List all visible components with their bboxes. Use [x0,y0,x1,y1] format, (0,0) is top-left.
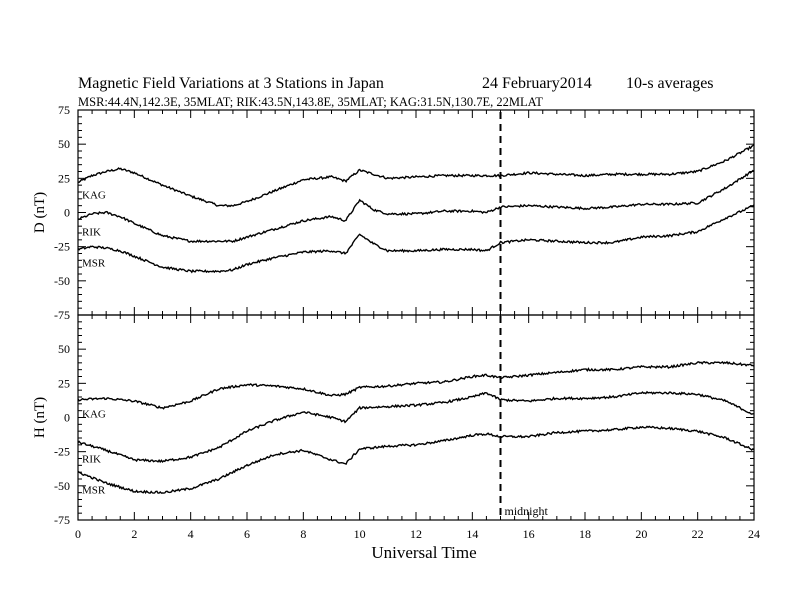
series-line-kag [77,360,755,410]
stations-line: MSR:44.4N,142.3E, 35MLAT; RIK:43.5N,143.… [78,95,543,109]
figure-title: Magnetic Field Variations at 3 Stations … [78,75,384,92]
y-tick-label: -75 [54,513,70,527]
series-label-kag: KAG [82,408,106,420]
series-line-rik [77,169,755,244]
series-label-msr: MSR [82,484,106,496]
series-label-kag: KAG [82,189,106,201]
y-tick-label: 50 [58,137,70,151]
panel-d: -75 -50 -25 0 25 50 75 D (nT) KAG RIK MSR [32,103,755,322]
y-tick-label: 75 [58,103,70,117]
x-tick-label: 20 [635,527,647,541]
y-tick-label: 25 [58,171,70,185]
x-tick-label: 4 [188,527,194,541]
y-axis-label: H (nT) [32,397,48,438]
x-tick-label: 2 [131,527,137,541]
series-line-kag [77,144,755,208]
y-tick-label: -25 [54,240,70,254]
x-tick-label: 8 [300,527,306,541]
series-line-msr [77,204,755,274]
x-tick-label: 18 [579,527,591,541]
series-line-msr [77,425,755,495]
x-tick-label: 16 [523,527,535,541]
y-tick-label: -50 [54,479,70,493]
x-tick-label: 0 [75,527,81,541]
y-tick-label: -50 [54,274,70,288]
y-tick-label: 50 [58,342,70,356]
y-tick-label: 25 [58,376,70,390]
y-tick-label: -25 [54,445,70,459]
series-label-rik: RIK [82,454,101,466]
figure-date: 24 February2014 [482,75,592,92]
x-tick-label: 12 [410,527,422,541]
x-tick-label: 10 [354,527,366,541]
x-tick-label: 14 [466,527,478,541]
x-tick-label: 22 [692,527,704,541]
y-tick-label: 0 [64,411,70,425]
x-tick-label: 6 [244,527,250,541]
y-tick-label: -75 [54,308,70,322]
panel-frame [77,314,755,521]
x-tick-label: 24 [748,527,760,541]
series-label-rik: RIK [82,227,101,239]
series-line-rik [77,390,754,464]
y-tick-label: 0 [64,206,70,220]
series-label-msr: MSR [82,258,106,270]
midnight-label: midnight [505,504,549,518]
figure-averaging: 10-s averages [626,75,714,92]
y-axis-label: D (nT) [32,192,48,233]
x-axis-label: Universal Time [371,543,476,562]
